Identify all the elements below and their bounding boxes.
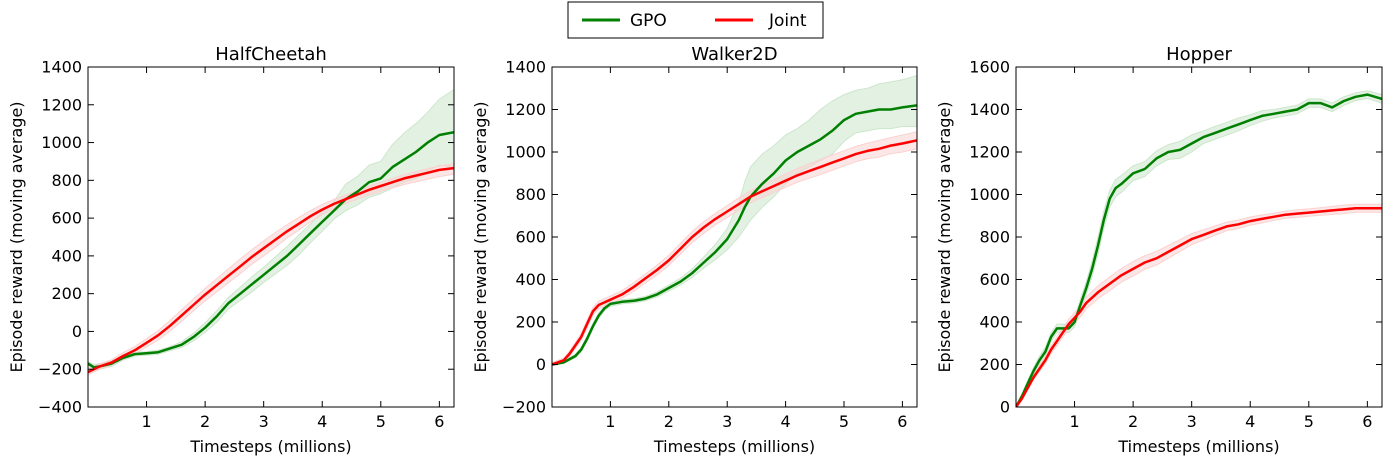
x-tick-label: 1 <box>141 412 151 431</box>
y-tick-label: 1000 <box>969 185 1010 204</box>
y-tick-label: −400 <box>38 398 82 417</box>
chart-title: Walker2D <box>691 44 777 65</box>
y-tick-label: 600 <box>51 209 82 228</box>
y-tick-label: 1400 <box>41 58 82 77</box>
y-tick-label: 800 <box>979 228 1010 247</box>
series-line <box>552 139 917 366</box>
x-tick-label: 5 <box>376 412 386 431</box>
y-tick-label: −200 <box>502 398 546 417</box>
x-axis-label: Timesteps (millions) <box>1117 437 1279 456</box>
legend: GPO Joint <box>567 1 824 39</box>
y-tick-label: 400 <box>515 270 546 289</box>
x-tick-label: 6 <box>1362 412 1372 431</box>
x-tick-label: 1 <box>1069 412 1079 431</box>
chart-panel: −200 0 200 400 600 800 1000 1200 1400 1 2 3 4 5 6 Walke… <box>471 44 918 456</box>
chart-panel: 0 200 400 600 800 1000 1200 1400 1600 1 2 3 4 5 6 Hoppe… <box>935 44 1383 456</box>
chart-panel: −400 −200 0 200 400 600 800 1000 1200 1400 1 2 3 4 5 6 H… <box>7 44 455 456</box>
x-axis-label: Timesteps (millions) <box>653 437 815 456</box>
legend-label-joint: Joint <box>768 11 807 31</box>
y-tick-label: −200 <box>38 360 82 379</box>
x-tick-label: 2 <box>1128 412 1138 431</box>
y-tick-label: 1200 <box>969 143 1010 162</box>
y-tick-label: 800 <box>515 185 546 204</box>
y-tick-label: 1400 <box>969 100 1010 119</box>
series-line <box>88 166 454 374</box>
series-line <box>1016 93 1382 407</box>
x-axis-label: Timesteps (millions) <box>189 437 351 456</box>
y-tick-label: 600 <box>515 228 546 247</box>
confidence-band <box>88 89 454 371</box>
y-tick-label: 0 <box>536 355 546 374</box>
x-tick-label: 4 <box>781 412 791 431</box>
confidence-band <box>88 163 454 376</box>
x-tick-label: 4 <box>317 412 327 431</box>
y-tick-label: 1200 <box>505 100 546 119</box>
y-tick-label: 1000 <box>505 143 546 162</box>
confidence-band <box>552 74 917 367</box>
x-tick-label: 2 <box>664 412 674 431</box>
y-tick-label: 1200 <box>41 95 82 114</box>
y-tick-label: 1600 <box>969 58 1010 77</box>
y-axis-label: Episode reward (moving average) <box>7 101 26 372</box>
x-tick-label: 3 <box>259 412 269 431</box>
x-tick-label: 6 <box>434 412 444 431</box>
y-tick-label: 400 <box>979 313 1010 332</box>
plot-area <box>1016 90 1382 407</box>
y-axis-label: Episode reward (moving average) <box>935 101 954 372</box>
confidence-band <box>552 131 917 367</box>
y-tick-label: 800 <box>51 171 82 190</box>
x-tick-label: 1 <box>605 412 615 431</box>
x-tick-label: 2 <box>200 412 210 431</box>
chart-title: Hopper <box>1166 44 1232 65</box>
x-tick-label: 4 <box>1245 412 1255 431</box>
axes-frame <box>87 66 455 408</box>
y-tick-label: 400 <box>51 246 82 265</box>
chart-title: HalfCheetah <box>215 44 327 65</box>
series-line <box>552 104 917 366</box>
confidence-band <box>1016 90 1382 407</box>
y-tick-label: 200 <box>979 355 1010 374</box>
y-tick-label: 200 <box>51 284 82 303</box>
y-tick-label: 200 <box>515 313 546 332</box>
x-tick-label: 3 <box>722 412 732 431</box>
y-tick-label: 0 <box>1000 398 1010 417</box>
y-tick-label: 600 <box>979 270 1010 289</box>
y-tick-label: 0 <box>72 322 82 341</box>
plot-area <box>552 74 917 367</box>
x-tick-label: 5 <box>839 412 849 431</box>
y-tick-label: 1000 <box>41 133 82 152</box>
y-axis-label: Episode reward (moving average) <box>471 101 490 372</box>
confidence-band <box>1016 203 1382 407</box>
x-tick-label: 5 <box>1304 412 1314 431</box>
x-tick-label: 3 <box>1187 412 1197 431</box>
y-tick-label: 1400 <box>505 58 546 77</box>
x-tick-label: 6 <box>897 412 907 431</box>
plot-area <box>88 89 454 376</box>
legend-label-gpo: GPO <box>630 11 667 31</box>
series-line <box>1016 207 1382 407</box>
series-line <box>88 130 454 369</box>
